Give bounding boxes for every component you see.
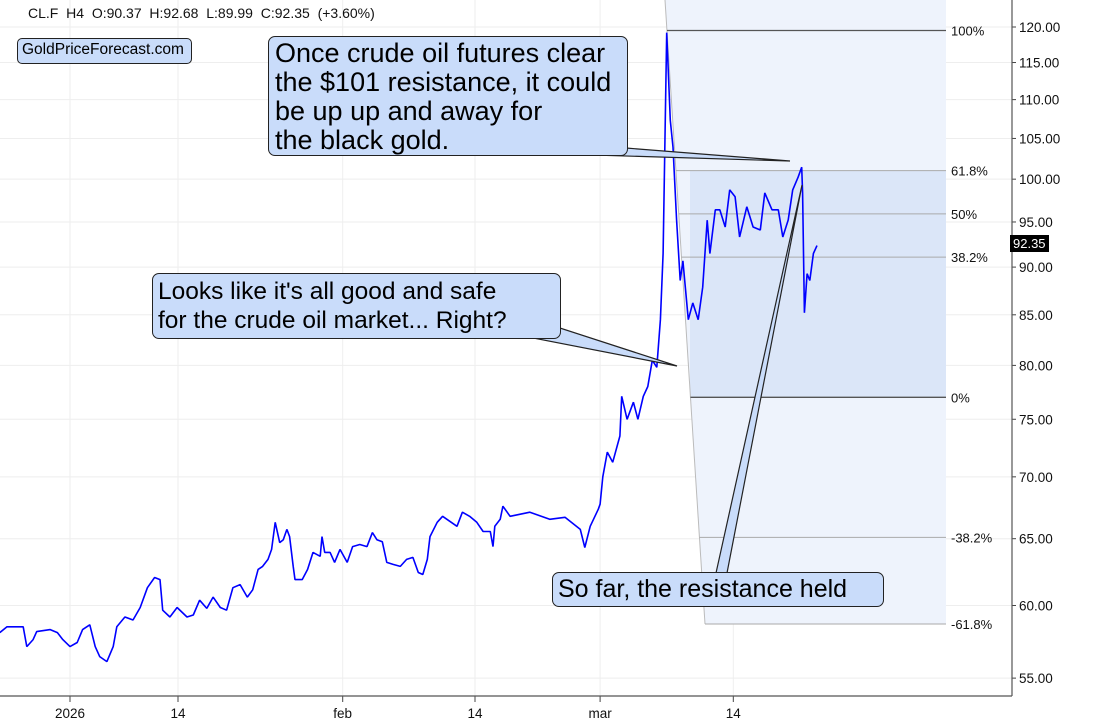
- y-tick-label: 95.00: [1019, 215, 1053, 230]
- callout-resistance: Once crude oil futures clear the $101 re…: [268, 36, 628, 156]
- fibonacci-retracement: 100% 61.8% 50% 38.2% 0% -38.2% -61.8%: [664, 0, 993, 632]
- y-tick-label: 75.00: [1019, 412, 1053, 427]
- logo-label: GoldPriceForecast.com: [17, 38, 192, 64]
- x-tick-label: feb: [333, 706, 352, 721]
- symbol-header: CL.F H4 O:90.37 H:92.68 L:89.99 C:92.35 …: [28, 5, 375, 21]
- callout-held: So far, the resistance held: [552, 572, 884, 607]
- y-tick-label: 55.00: [1019, 671, 1053, 686]
- y-tick-label: 110.00: [1019, 93, 1059, 108]
- y-tick-label: 120.00: [1019, 20, 1060, 35]
- change-value: (+3.60%): [317, 5, 375, 21]
- fib-level-label: 0%: [951, 390, 970, 405]
- symbol: CL.F: [28, 5, 59, 21]
- x-tick-label: 14: [170, 706, 186, 721]
- y-tick-label: 105.00: [1019, 131, 1060, 146]
- y-tick-label: 90.00: [1019, 260, 1053, 275]
- low-value: L:89.99: [206, 5, 253, 21]
- callout-line: for the crude oil market... Right?: [158, 307, 507, 334]
- callout-safe: Looks like it's all good and safe for th…: [152, 273, 561, 339]
- axes: 55.00 60.00 65.00 70.00 75.00 80.00 85.00 90.00…: [0, 0, 1060, 721]
- x-tick-label: 2026: [55, 706, 85, 721]
- callout-line: So far, the resistance held: [558, 575, 848, 603]
- price-series: [0, 32, 818, 663]
- open-value: O:90.37: [91, 5, 142, 21]
- fib-level-label: 100%: [951, 23, 985, 38]
- x-tick-label: mar: [588, 706, 612, 721]
- timeframe: H4: [66, 5, 85, 21]
- high-value: H:92.68: [149, 5, 199, 21]
- callout-line: the $101 resistance, it could: [275, 67, 612, 97]
- fib-level-label: 50%: [951, 207, 977, 222]
- y-tick-label: 60.00: [1019, 599, 1053, 614]
- x-tick-label: 14: [726, 706, 742, 721]
- close-value: C:92.35: [260, 5, 310, 21]
- fib-level-label: -61.8%: [951, 617, 993, 632]
- callout-line: Once crude oil futures clear: [275, 38, 606, 68]
- callout-line: Looks like it's all good and safe: [158, 278, 497, 305]
- callout-line: the black gold.: [275, 125, 450, 155]
- y-tick-label: 80.00: [1019, 358, 1053, 373]
- y-tick-label: 65.00: [1019, 532, 1053, 547]
- fib-level-label: 38.2%: [951, 250, 988, 265]
- fib-level-label: 61.8%: [951, 164, 988, 179]
- fib-edge: [664, 0, 706, 625]
- y-tick-label: 100.00: [1019, 172, 1060, 187]
- price-line: [0, 32, 818, 663]
- x-tick-label: 14: [467, 706, 483, 721]
- fib-zone-core: [690, 170, 946, 398]
- y-tick-label: 85.00: [1019, 308, 1053, 323]
- y-tick-label: 115.00: [1019, 56, 1059, 71]
- fib-level-label: -38.2%: [951, 530, 993, 545]
- callout-line: be up up and away for: [275, 96, 543, 126]
- last-price-tag: 92.35: [1010, 235, 1049, 252]
- y-tick-label: 70.00: [1019, 470, 1053, 485]
